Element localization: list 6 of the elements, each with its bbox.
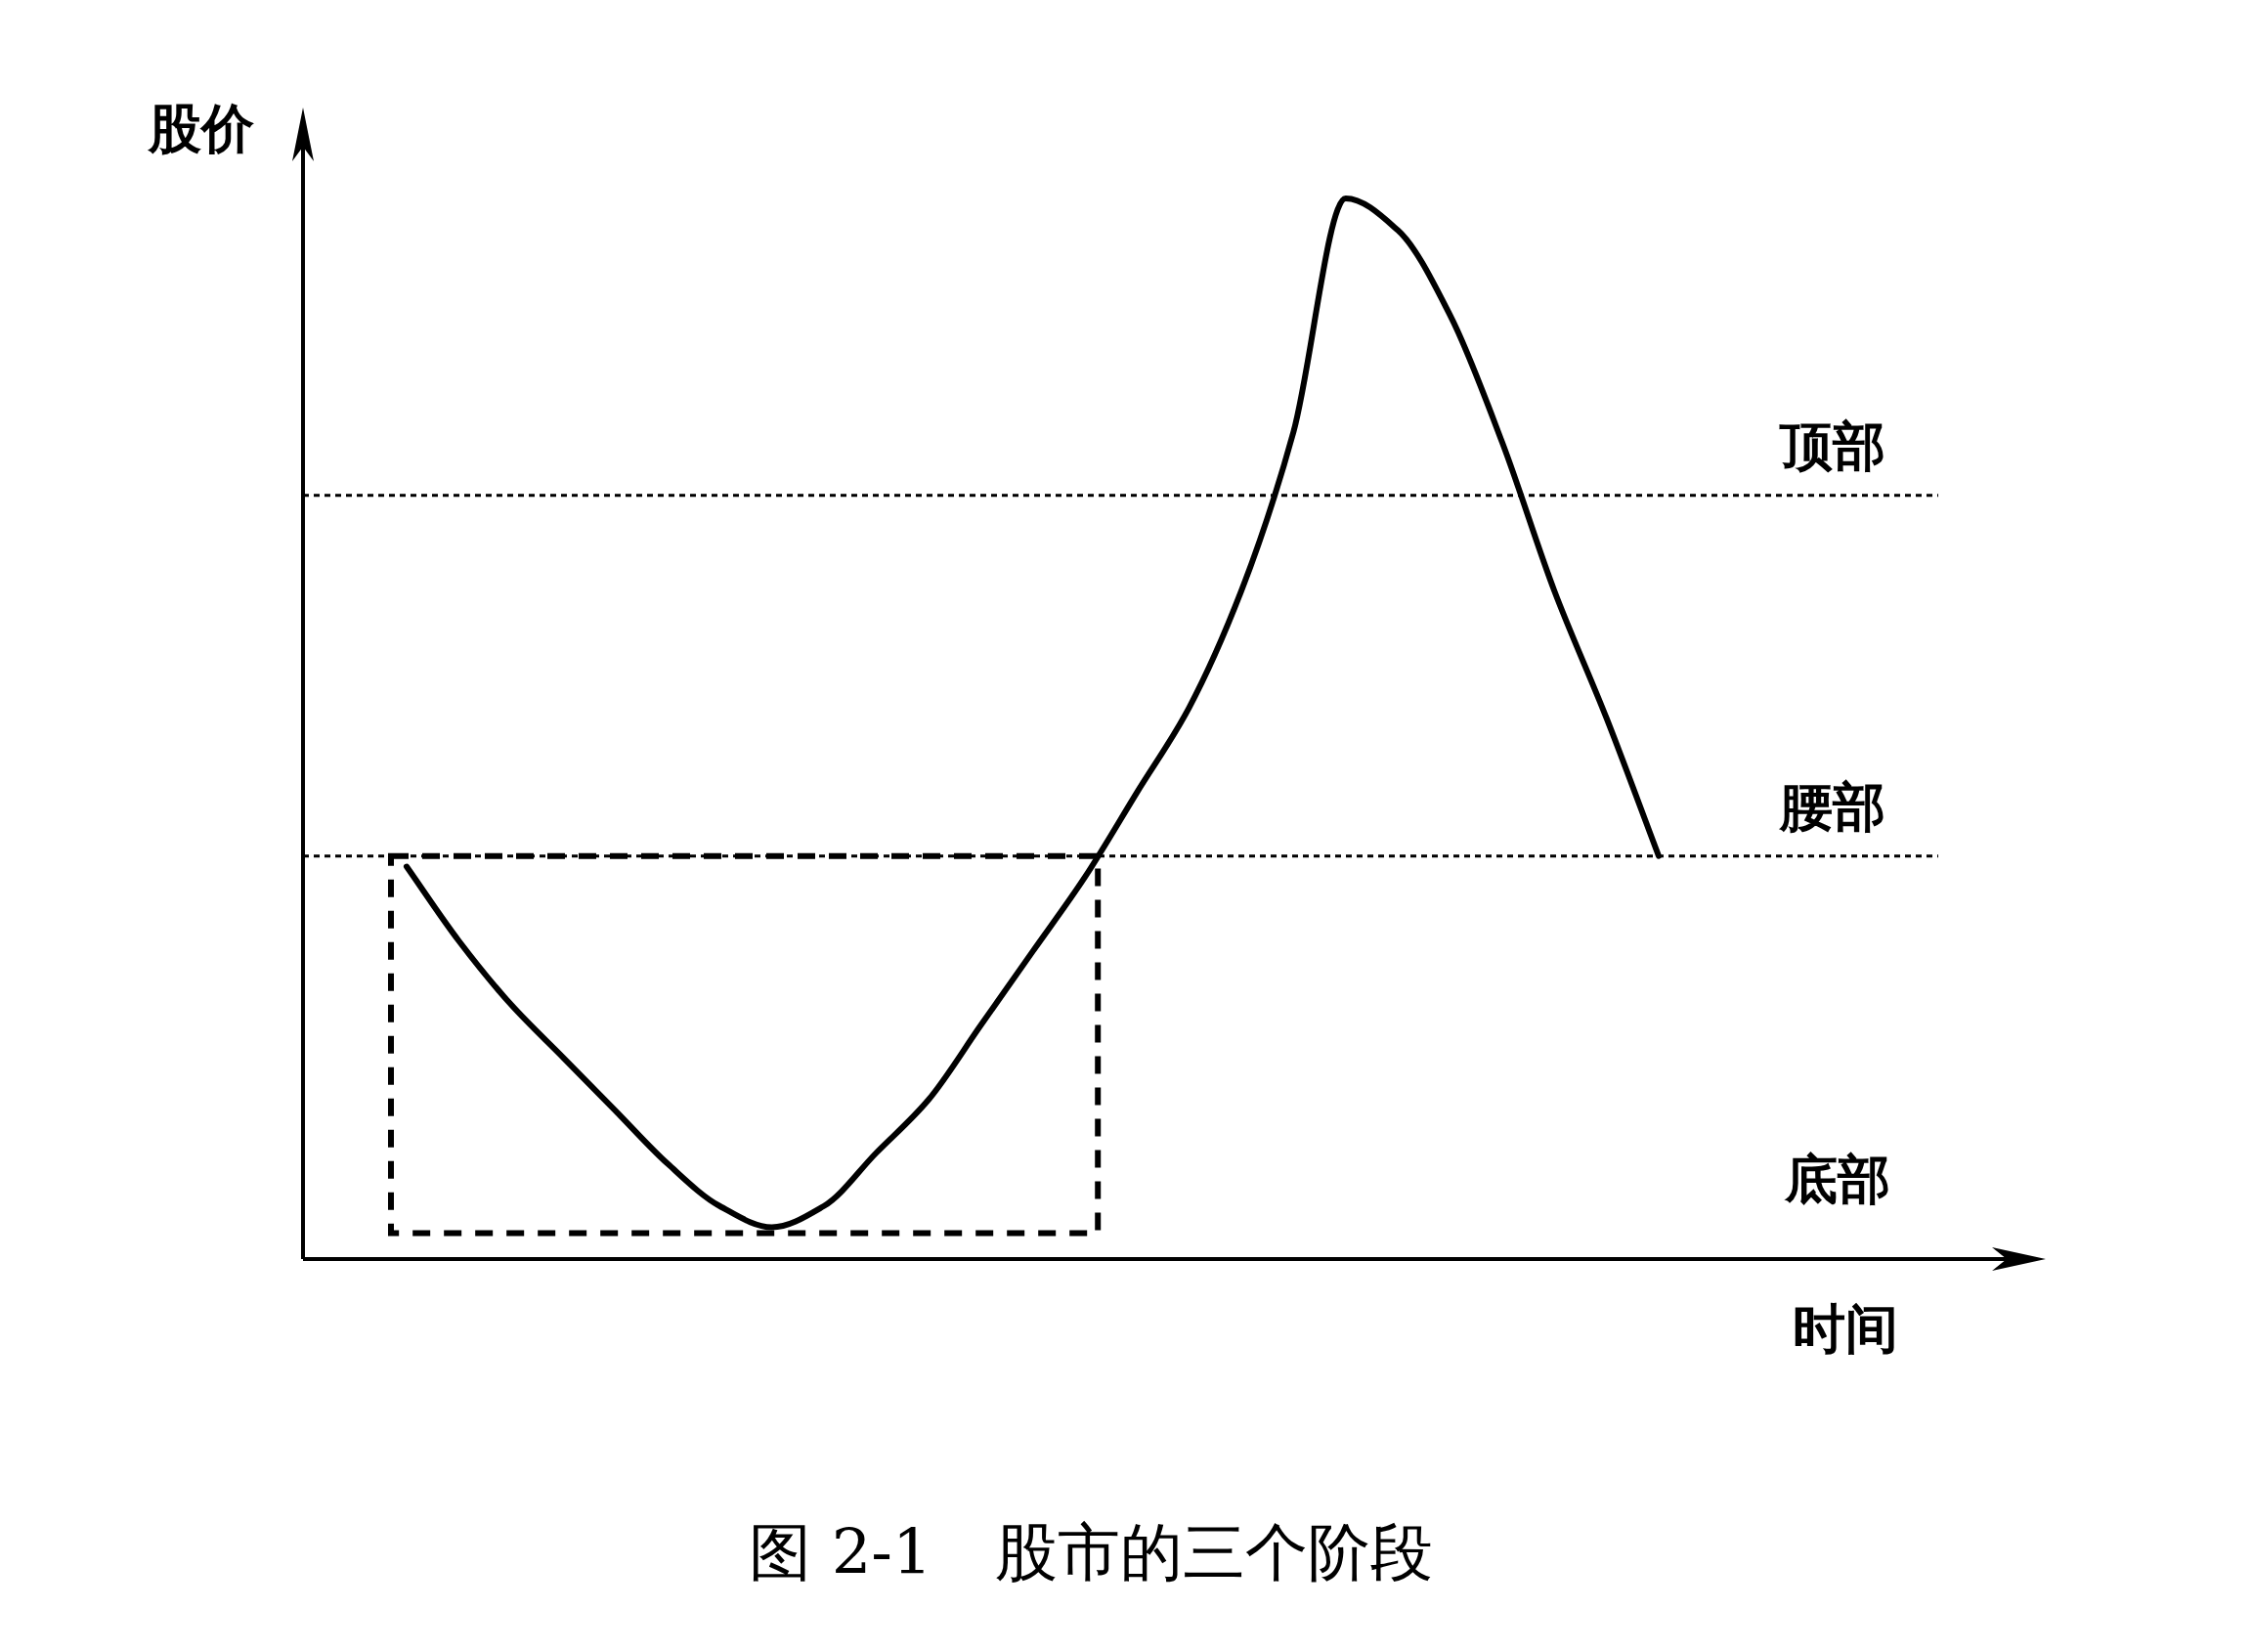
y-axis-title: 股价 xyxy=(147,98,254,159)
text: 图 2-1 股市的三个阶段 xyxy=(749,1516,1433,1588)
text: 底部 xyxy=(1784,1149,1890,1210)
ref-line-label: 顶部 xyxy=(1779,414,1885,477)
x-axis-title: 时间 xyxy=(1793,1298,1898,1360)
ref-line-label: 腰部 xyxy=(1778,775,1885,838)
